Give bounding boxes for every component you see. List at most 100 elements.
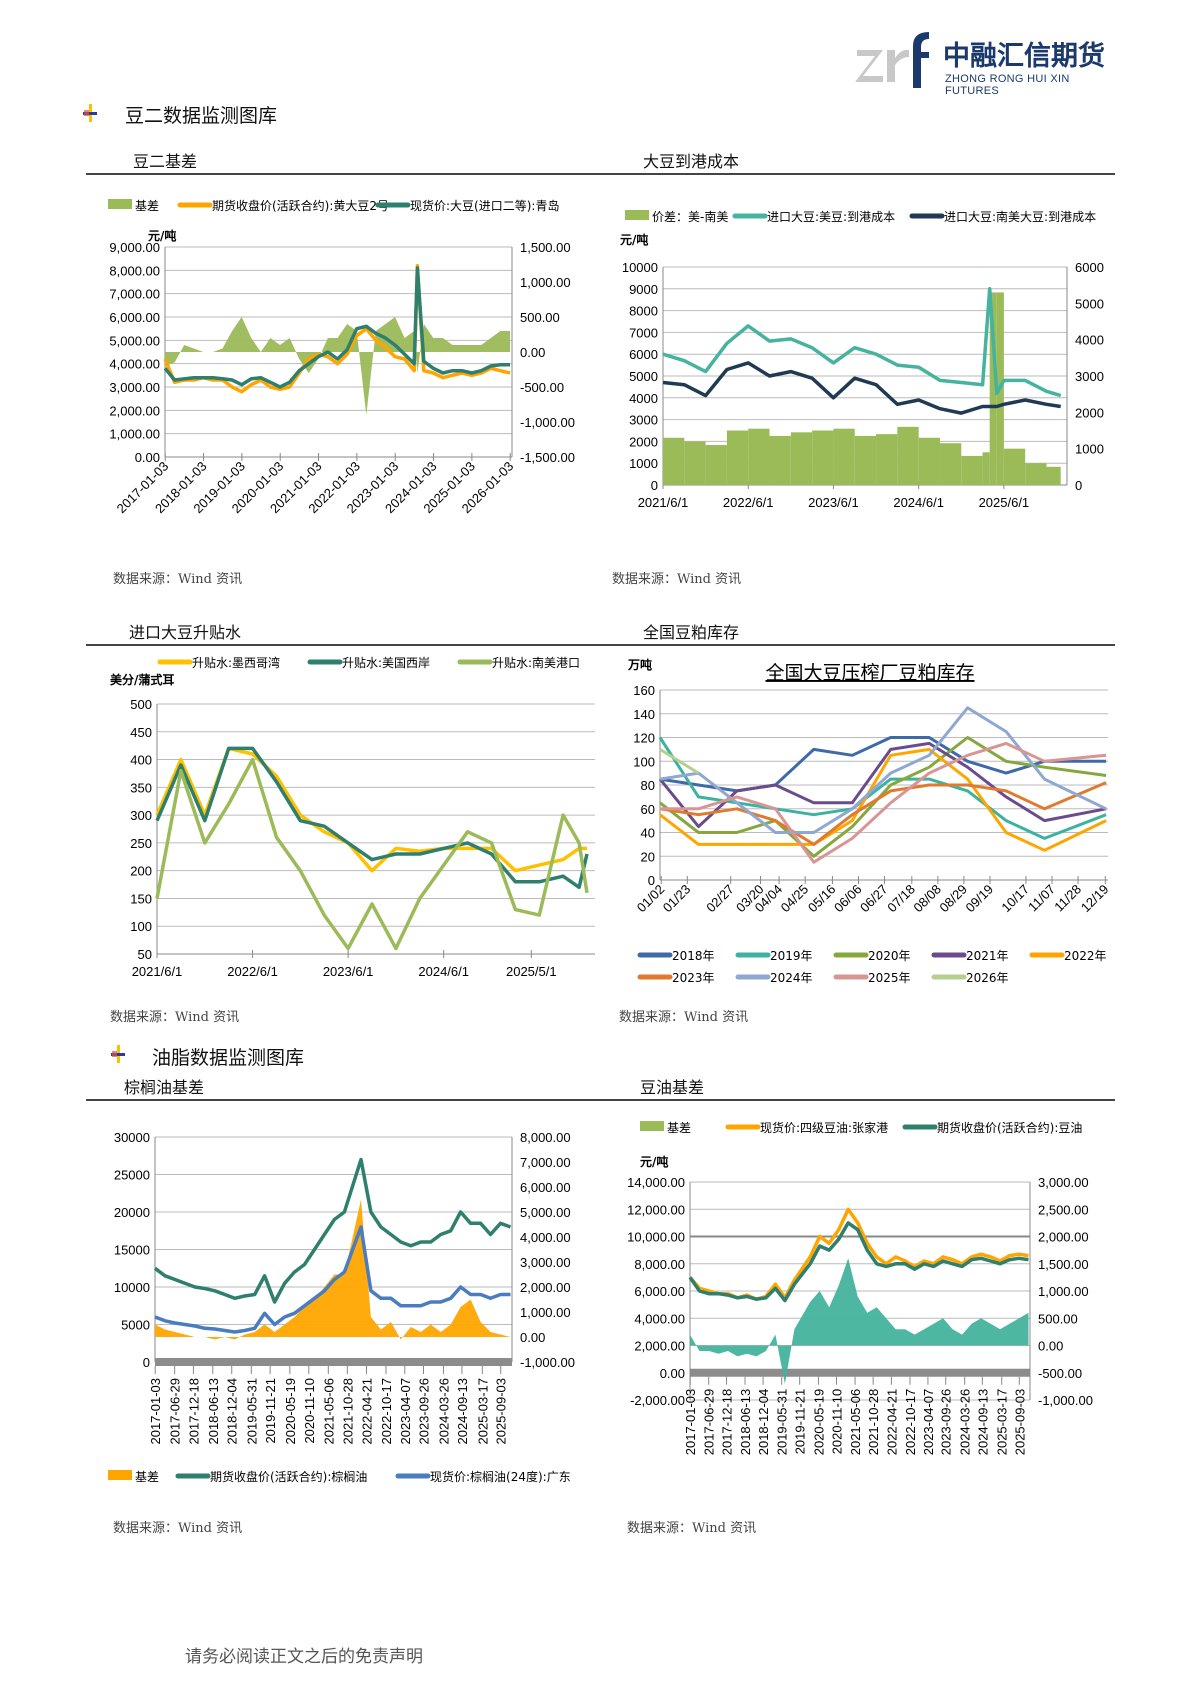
x-tick-label: 2022-10-17	[903, 1389, 918, 1456]
legend-label: 现货价:棕榈油(24度):广东	[430, 1469, 571, 1484]
bar	[684, 441, 706, 485]
y-tick-label: 4,000.00	[634, 1311, 685, 1326]
bar	[854, 435, 877, 485]
legend-swatch	[108, 199, 132, 209]
logo-chinese-name: 中融汇信期货	[943, 41, 1105, 72]
divider	[86, 173, 1115, 175]
chart-c3: 50 100 150 200 250 300 350 400 450 500 2021/6/1 202…	[110, 655, 595, 979]
panel-title: 进口大豆升贴水	[129, 623, 242, 642]
bar	[790, 432, 813, 485]
bar	[876, 434, 898, 485]
x-tick-label: 2017-06-29	[168, 1378, 183, 1445]
x-tick-label: 2020-11-10	[302, 1378, 317, 1444]
y-tick-label: 350	[130, 780, 152, 795]
x-tick-label: 2022/6/1	[227, 964, 278, 979]
y2-tick-label: 4,000.00	[520, 1230, 571, 1245]
legend-label: 价差：美-南美	[652, 209, 728, 224]
bar	[812, 430, 834, 485]
x-tick-label: 2023-09-26	[417, 1378, 432, 1445]
y2-tick-label: 1,500.00	[520, 240, 571, 255]
y-tick-label: 10000	[114, 1280, 150, 1295]
y2-tick-label: 1000	[1075, 442, 1104, 457]
legend-label: 现货价:四级豆油:张家港	[760, 1120, 888, 1135]
x-tick-label: 07/18	[884, 882, 918, 916]
y-tick-label: 0	[143, 1355, 150, 1370]
y-tick-label: 2000	[629, 434, 658, 449]
x-tick-label: 2025-09-03	[1012, 1389, 1027, 1456]
series-line-5	[659, 781, 1107, 846]
company-logo: 中融汇信期货 ZHONG RONG HUI XIN FUTURES	[855, 28, 1125, 97]
x-tick-label: 2025-09-03	[494, 1378, 509, 1445]
series-line-1	[658, 736, 1107, 840]
x-tick-label: 2021-05-06	[848, 1389, 863, 1456]
y-tick-label: 5000	[629, 369, 658, 384]
y2-tick-label: -1,000.00	[1038, 1393, 1093, 1408]
panel-title: 大豆到港成本	[643, 152, 740, 171]
legend-label: 进口大豆:美豆:到港成本	[767, 210, 895, 224]
x-tick-label: 02/27	[703, 882, 737, 916]
x-tick-label: 10/17	[998, 882, 1032, 916]
series-area-0	[690, 1258, 1029, 1384]
series-line-2	[688, 1221, 1029, 1303]
y-tick-label: 450	[130, 725, 152, 740]
y2-tick-label: -1,000.00	[520, 1355, 575, 1370]
x-tick-label: 2024-09-13	[975, 1389, 990, 1456]
y2-tick-label: 1,500.00	[1038, 1257, 1089, 1272]
legend-label: 基差	[135, 199, 159, 213]
y-tick-label: 25000	[114, 1168, 150, 1183]
chart-c1: 0.00 1,000.00 2,000.00 3,000.00 4,000.00 5,00…	[108, 198, 575, 516]
section-title: 油脂数据监测图库	[152, 1047, 305, 1069]
x-tick-label: 2025-03-17	[995, 1389, 1010, 1456]
x-tick-label: 08/08	[910, 882, 944, 916]
series-area-0	[165, 317, 511, 415]
y-tick-label: 6000	[629, 347, 658, 362]
y-tick-label: 3,000.00	[109, 380, 160, 395]
y-tick-label: 0.00	[660, 1366, 685, 1381]
series-line-2	[659, 736, 1107, 858]
y-tick-label: 0	[651, 478, 658, 493]
legend-label: 2021年	[966, 949, 1009, 963]
bar	[982, 452, 990, 485]
y2-tick-label: -500.00	[520, 380, 564, 395]
y-tick-label: 100	[633, 754, 655, 769]
bar	[726, 430, 749, 485]
y-tick-label: 10,000.00	[627, 1230, 685, 1245]
legend-label: 期货收盘价(活跃合约):豆油	[937, 1120, 1082, 1135]
y-tick-label: 1,000.00	[109, 427, 160, 442]
y-tick-label: -2,000.00	[630, 1393, 685, 1408]
legend-swatch	[108, 1470, 132, 1480]
divider	[86, 1099, 1115, 1101]
bar	[1046, 466, 1061, 485]
y2-tick-label: 6000	[1075, 260, 1104, 275]
y2-tick-label: 5,000.00	[520, 1205, 571, 1220]
y-tick-label: 500	[130, 697, 152, 712]
y2-tick-label: 1,000.00	[520, 275, 571, 290]
x-tick-label: 2018-06-13	[738, 1389, 753, 1456]
divider	[86, 644, 1115, 646]
x-tick-label: 2023-04-07	[921, 1389, 936, 1456]
logo-mark-icon	[855, 32, 929, 88]
x-tick-label: 2017-12-18	[720, 1389, 735, 1456]
y-tick-label: 3000	[629, 413, 658, 428]
y2-tick-label: -500.00	[1038, 1366, 1082, 1381]
x-tick-label: 06/27	[857, 882, 891, 916]
x-tick-label: 08/29	[936, 882, 970, 916]
y-tick-label: 150	[130, 891, 152, 906]
x-tick-label: 05/16	[805, 882, 839, 916]
y-tick-label: 9,000.00	[109, 240, 160, 255]
x-tick-label: 2019-05-31	[244, 1378, 259, 1445]
y-tick-label: 12,000.00	[627, 1202, 685, 1217]
x-tick-label: 2020-05-19	[283, 1378, 298, 1445]
y2-tick-label: 3,000.00	[520, 1255, 571, 1270]
x-tick-label: 2019-11-21	[263, 1378, 278, 1444]
x-tick-label: 2022-04-21	[884, 1389, 899, 1456]
x-tick-label: 2022/6/1	[723, 495, 774, 510]
series-line-1	[153, 1157, 512, 1304]
y2-tick-label: -1,000.00	[520, 415, 575, 430]
y-tick-label: 8,000.00	[634, 1257, 685, 1272]
x-tick-label: 2024-03-26	[436, 1378, 451, 1445]
y-tick-label: 7000	[629, 325, 658, 340]
x-tick-label: 2024/6/1	[418, 964, 469, 979]
y2-tick-label: 3,000.00	[1038, 1175, 1089, 1190]
y-tick-label: 7,000.00	[109, 287, 160, 302]
